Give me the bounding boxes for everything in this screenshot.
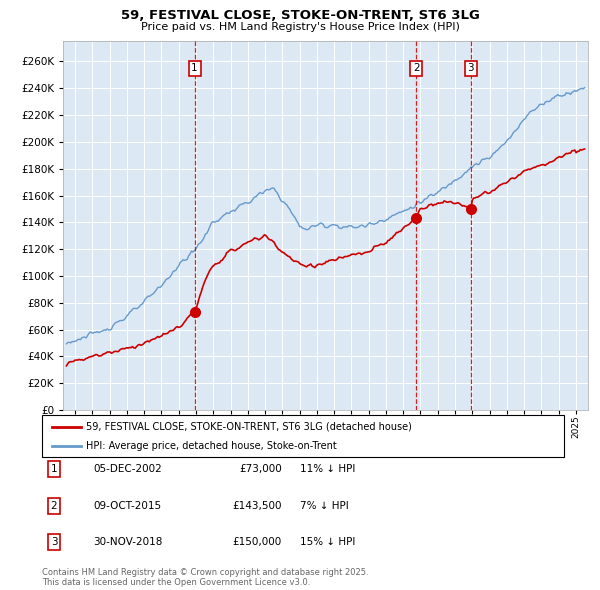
Text: 09-OCT-2015: 09-OCT-2015 [93, 501, 161, 510]
Text: 11% ↓ HPI: 11% ↓ HPI [300, 464, 355, 474]
Text: 59, FESTIVAL CLOSE, STOKE-ON-TRENT, ST6 3LG: 59, FESTIVAL CLOSE, STOKE-ON-TRENT, ST6 … [121, 9, 479, 22]
Text: Price paid vs. HM Land Registry's House Price Index (HPI): Price paid vs. HM Land Registry's House … [140, 22, 460, 32]
Text: 7% ↓ HPI: 7% ↓ HPI [300, 501, 349, 510]
Text: 1: 1 [191, 63, 198, 73]
Text: 59, FESTIVAL CLOSE, STOKE-ON-TRENT, ST6 3LG (detached house): 59, FESTIVAL CLOSE, STOKE-ON-TRENT, ST6 … [86, 422, 412, 432]
Text: 3: 3 [467, 63, 474, 73]
Text: 2: 2 [413, 63, 419, 73]
Text: 30-NOV-2018: 30-NOV-2018 [93, 537, 163, 547]
Text: £150,000: £150,000 [233, 537, 282, 547]
Text: HPI: Average price, detached house, Stoke-on-Trent: HPI: Average price, detached house, Stok… [86, 441, 337, 451]
Text: £143,500: £143,500 [233, 501, 282, 510]
Text: £73,000: £73,000 [239, 464, 282, 474]
Text: 05-DEC-2002: 05-DEC-2002 [93, 464, 162, 474]
Text: 1: 1 [50, 464, 58, 474]
Text: 3: 3 [50, 537, 58, 547]
Text: Contains HM Land Registry data © Crown copyright and database right 2025.
This d: Contains HM Land Registry data © Crown c… [42, 568, 368, 587]
Text: 15% ↓ HPI: 15% ↓ HPI [300, 537, 355, 547]
Text: 2: 2 [50, 501, 58, 510]
FancyBboxPatch shape [42, 415, 564, 457]
